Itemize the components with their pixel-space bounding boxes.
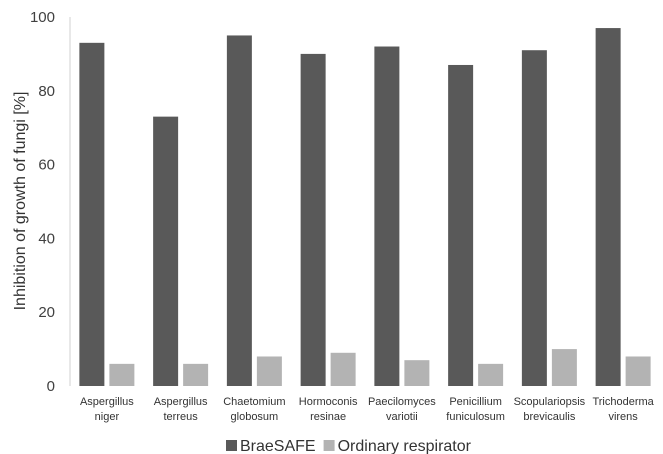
bar-braesafe xyxy=(521,50,547,387)
legend: BraeSAFE Ordinary respirator xyxy=(226,438,472,454)
bar-braesafe xyxy=(79,42,105,387)
x-tick-label: Aspergillus xyxy=(154,396,208,408)
x-tick-label: Hormoconis xyxy=(299,396,358,408)
x-tick-label: Paecilomyces xyxy=(368,396,436,408)
bar-braesafe xyxy=(153,116,179,386)
legend-swatch xyxy=(323,440,335,451)
y-axis-title: Inhibition of growth of fungi [%] xyxy=(12,92,29,311)
y-tick-label: 100 xyxy=(30,9,55,26)
bar-braesafe xyxy=(448,64,474,386)
plot-area: 0 20 40 60 80 100 Aspergillus niger Aspergillus t… xyxy=(30,9,655,423)
bar-braesafe xyxy=(226,35,252,386)
y-tick-label: 60 xyxy=(38,157,55,174)
x-tick-label: virens xyxy=(608,411,638,423)
bar-ordinary-respirator xyxy=(256,356,282,386)
y-tick-label: 80 xyxy=(38,83,55,100)
bar-ordinary-respirator xyxy=(404,360,430,386)
x-tick-label: Scopulariopsis xyxy=(514,396,586,408)
x-tick-label: Chaetomium xyxy=(223,396,285,408)
x-tick-label: funiculosum xyxy=(446,411,505,423)
bar-braesafe xyxy=(595,28,621,386)
bar-ordinary-respirator xyxy=(330,352,356,386)
x-tick-label: Trichoderma xyxy=(592,396,654,408)
bar-braesafe xyxy=(300,53,326,387)
x-tick-label: brevicaulis xyxy=(523,411,575,423)
y-tick-label: 0 xyxy=(47,378,55,395)
legend-swatch xyxy=(226,440,237,451)
bar-ordinary-respirator xyxy=(478,363,504,386)
x-tick-label: Aspergillus xyxy=(80,396,134,408)
bar-ordinary-respirator xyxy=(109,363,135,386)
legend-label: Ordinary respirator xyxy=(338,438,472,454)
bar-ordinary-respirator xyxy=(183,363,209,386)
legend-label: BraeSAFE xyxy=(240,438,316,454)
x-tick-label: terreus xyxy=(164,411,199,423)
x-tick-label: globosum xyxy=(231,411,279,423)
y-tick-label: 40 xyxy=(38,230,55,247)
x-tick-label: resinae xyxy=(310,411,346,423)
bar-ordinary-respirator xyxy=(551,349,577,386)
x-tick-label: Penicillium xyxy=(449,396,502,408)
x-tick-label: niger xyxy=(95,411,120,423)
y-tick-label: 20 xyxy=(38,304,55,321)
x-tick-label: variotii xyxy=(386,411,418,423)
bar-braesafe xyxy=(374,46,400,387)
bar-ordinary-respirator xyxy=(625,356,651,386)
